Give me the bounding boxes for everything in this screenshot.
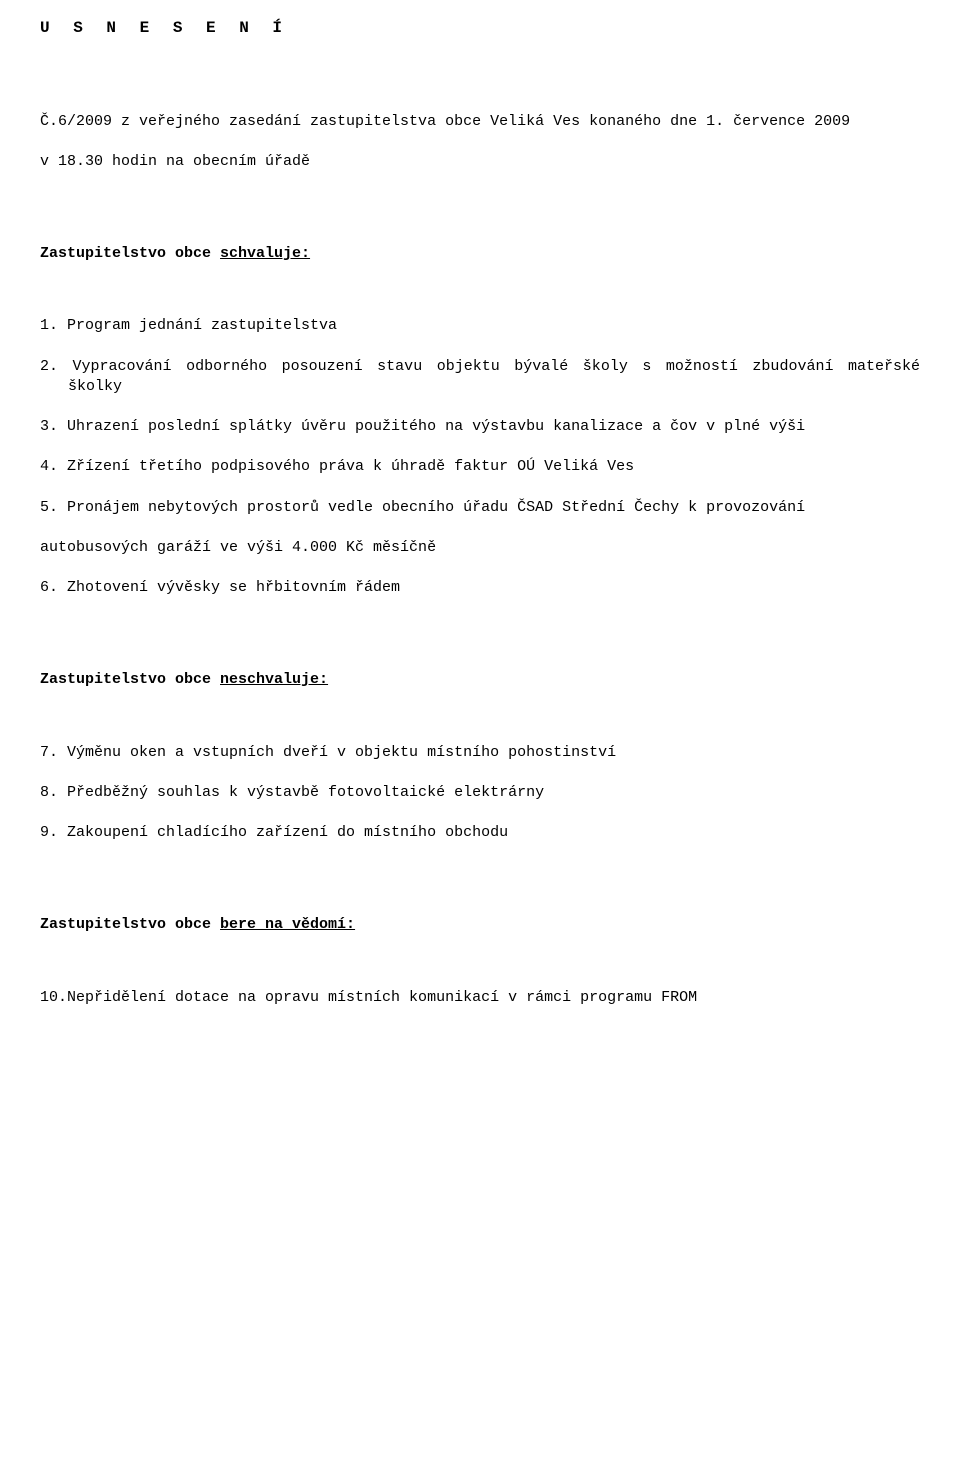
subheading-line-1: Č.6/2009 z veřejného zasedání zastupitel… <box>40 112 920 132</box>
approve-items: 1. Program jednání zastupitelstva 2. Vyp… <box>40 316 920 598</box>
document-title: U S N E S E N Í <box>40 18 920 40</box>
notes-heading-underlined: bere na vědomí: <box>220 916 355 933</box>
disapprove-item-9: 9. Zakoupení chladícího zařízení do míst… <box>40 823 920 843</box>
notes-items: 10.Nepřidělení dotace na opravu místních… <box>40 988 920 1008</box>
document-subheading: Č.6/2009 z veřejného zasedání zastupitel… <box>40 112 920 173</box>
disapprove-item-7: 7. Výměnu oken a vstupních dveří v objek… <box>40 743 920 763</box>
notes-heading: Zastupitelstvo obce bere na vědomí: <box>40 915 920 935</box>
approve-item-3: 3. Uhrazení poslední splátky úvěru použi… <box>40 417 920 437</box>
document-page: U S N E S E N Í Č.6/2009 z veřejného zas… <box>0 0 960 1470</box>
approve-heading: Zastupitelstvo obce schvaluje: <box>40 244 920 264</box>
approve-item-1: 1. Program jednání zastupitelstva <box>40 316 920 336</box>
disapprove-item-8: 8. Předběžný souhlas k výstavbě fotovolt… <box>40 783 920 803</box>
disapprove-heading-underlined: neschvaluje: <box>220 671 328 688</box>
approve-item-5: 5. Pronájem nebytových prostorů vedle ob… <box>40 498 920 518</box>
approve-item-2: 2. Vypracování odborného posouzení stavu… <box>40 357 920 398</box>
approve-item-4: 4. Zřízení třetího podpisového práva k ú… <box>40 457 920 477</box>
disapprove-heading-prefix: Zastupitelstvo obce <box>40 671 220 688</box>
disapprove-items: 7. Výměnu oken a vstupních dveří v objek… <box>40 743 920 844</box>
approve-item-6: 6. Zhotovení vývěsky se hřbitovním řádem <box>40 578 920 598</box>
disapprove-heading: Zastupitelstvo obce neschvaluje: <box>40 670 920 690</box>
approve-heading-underlined: schvaluje: <box>220 245 310 262</box>
approve-heading-prefix: Zastupitelstvo obce <box>40 245 220 262</box>
approve-item-5-cont: autobusových garáží ve výši 4.000 Kč měs… <box>40 538 920 558</box>
notes-item-10: 10.Nepřidělení dotace na opravu místních… <box>40 988 920 1008</box>
notes-heading-prefix: Zastupitelstvo obce <box>40 916 220 933</box>
subheading-line-2: v 18.30 hodin na obecním úřadě <box>40 152 920 172</box>
